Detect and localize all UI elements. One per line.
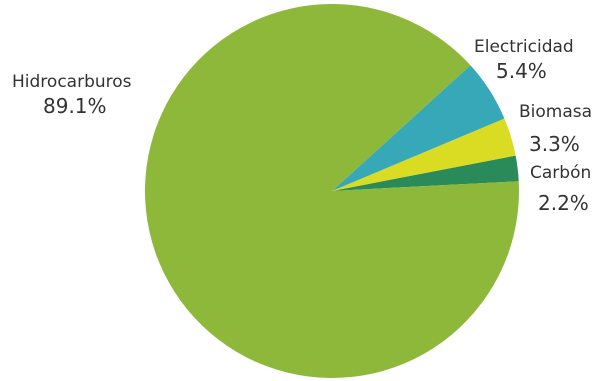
label-electricidad: Electricidad 5.4% [474, 37, 574, 83]
slice-value-biomasa: 3.3% [529, 132, 580, 156]
label-hidrocarburos: Hidrocarburos 89.1% [12, 72, 132, 118]
pie-slice-carbon [332, 155, 519, 191]
pie-slice-hidrocarburos [144, 3, 519, 378]
label-biomasa: Biomasa 3.3% [519, 102, 592, 156]
label-carbon: Carbón 2.2% [530, 163, 591, 215]
pie-slices [144, 3, 519, 378]
slice-value-carbon: 2.2% [538, 191, 589, 215]
slice-label-biomasa: Biomasa [519, 102, 592, 122]
pie-slice-biomasa [332, 118, 516, 191]
slice-value-hidrocarburos: 89.1% [43, 94, 107, 118]
slice-value-electricidad: 5.4% [496, 59, 547, 83]
pie-slice-electricidad [332, 65, 505, 191]
slice-label-hidrocarburos: Hidrocarburos [12, 72, 132, 92]
slice-label-electricidad: Electricidad [474, 37, 574, 57]
slice-label-carbon: Carbón [530, 163, 591, 183]
